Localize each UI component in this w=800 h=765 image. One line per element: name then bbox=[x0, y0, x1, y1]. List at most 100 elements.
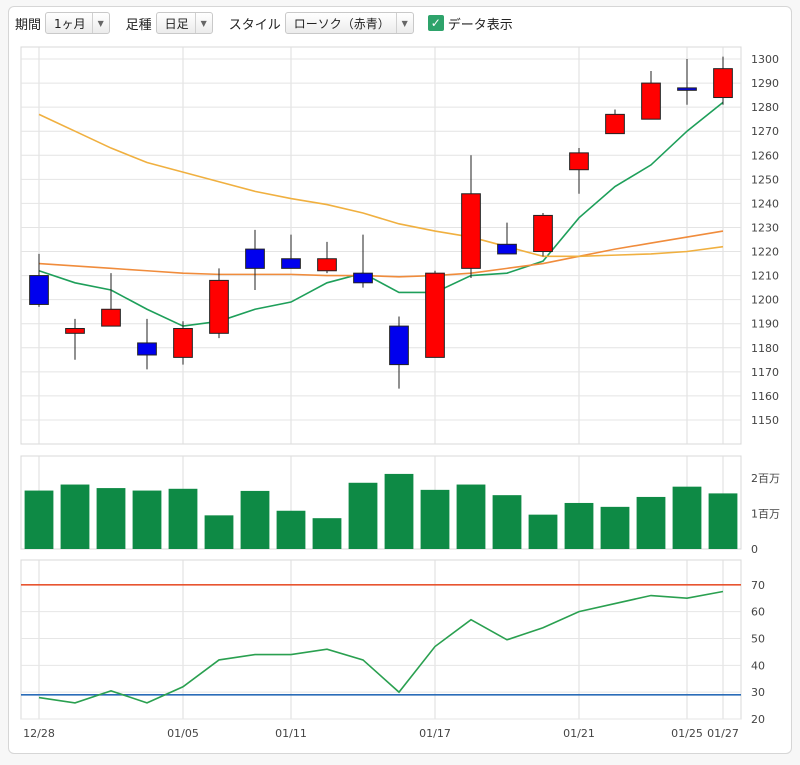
volume-bar bbox=[420, 489, 450, 549]
candle-body bbox=[713, 68, 733, 99]
price-tick-label: 1150 bbox=[751, 414, 779, 427]
candle-body bbox=[317, 258, 337, 272]
rsi-line bbox=[38, 590, 724, 704]
panel-border bbox=[20, 455, 742, 550]
price-tick-label: 1190 bbox=[751, 318, 779, 331]
candle-body bbox=[533, 214, 553, 253]
volume-bar bbox=[132, 490, 162, 549]
price-tick-label: 1290 bbox=[751, 77, 779, 90]
data-toggle-checkbox[interactable]: ✓ bbox=[427, 15, 444, 31]
price-tick-label: 1260 bbox=[751, 149, 779, 162]
volume-tick-label: 1百万 bbox=[751, 508, 780, 521]
ashi-select-value: 日足 bbox=[164, 16, 189, 31]
candle bbox=[353, 234, 373, 288]
candle-body bbox=[389, 325, 409, 366]
price-tick-label: 1280 bbox=[751, 101, 779, 114]
candle bbox=[173, 321, 193, 365]
rsi-tick-label: 50 bbox=[751, 632, 765, 645]
x-tick-label: 01/05 bbox=[167, 727, 199, 740]
candle-body bbox=[101, 308, 121, 327]
volume-bar bbox=[564, 502, 594, 549]
price-tick-label: 1270 bbox=[751, 125, 779, 138]
candle bbox=[65, 318, 85, 360]
rsi-tick-label: 60 bbox=[751, 606, 765, 619]
chart-canvas: 1150 1160 1170 1180 1190 1200 1210 1220 1230 1240… bbox=[20, 46, 780, 740]
rsi-panel: 20 30 40 50 60 70 bbox=[21, 579, 765, 726]
x-axis: 12/28 01/05 01/11 01/17 01/21 01/25 01/27 bbox=[23, 727, 739, 740]
candle bbox=[245, 229, 265, 291]
panel-grid bbox=[20, 46, 742, 720]
candle-body bbox=[65, 328, 85, 334]
candle bbox=[533, 213, 553, 257]
price-panel: 1150 1160 1170 1180 1190 1200 1210 1220 1230 1240… bbox=[21, 53, 779, 427]
moving-average-line bbox=[38, 113, 724, 258]
volume-bar bbox=[456, 484, 486, 549]
chevron-down-icon: ▼ bbox=[194, 13, 212, 33]
candle bbox=[605, 109, 625, 135]
style-select-value: ローソク（赤青） bbox=[293, 16, 390, 31]
chevron-down-icon: ▼ bbox=[91, 13, 109, 33]
volume-bar bbox=[60, 484, 90, 549]
candle bbox=[497, 222, 517, 255]
moving-average-line bbox=[38, 101, 724, 327]
candle bbox=[281, 234, 301, 269]
candle bbox=[137, 318, 157, 370]
toolbar: 期間 1ヶ月 ▼ 足種 日足 ▼ スタイル ローソク（赤青） ▼ ✓ データ表示 bbox=[9, 7, 791, 39]
volume-bar bbox=[708, 493, 738, 549]
price-tick-label: 1300 bbox=[751, 53, 779, 66]
candle bbox=[317, 241, 337, 274]
volume-bar bbox=[528, 514, 558, 549]
volume-bar bbox=[204, 515, 234, 549]
ashi-select[interactable]: 日足 ▼ bbox=[155, 12, 213, 34]
volume-bar bbox=[348, 482, 378, 549]
candle-body bbox=[281, 258, 301, 269]
rsi-tick-label: 40 bbox=[751, 659, 765, 672]
style-select[interactable]: ローソク（赤青） ▼ bbox=[284, 12, 414, 34]
candle bbox=[425, 270, 445, 358]
candle bbox=[569, 148, 589, 194]
volume-tick-label: 0 bbox=[751, 543, 758, 556]
volume-bar bbox=[96, 488, 126, 549]
candle-body bbox=[209, 279, 229, 334]
candle bbox=[677, 59, 697, 105]
chevron-down-icon: ▼ bbox=[395, 13, 413, 33]
volume-bar bbox=[312, 518, 342, 549]
data-toggle-label[interactable]: データ表示 bbox=[447, 17, 513, 33]
volume-panel: 0 1百万 2百万 bbox=[24, 472, 780, 556]
x-tick-label: 12/28 bbox=[23, 727, 55, 740]
candle bbox=[461, 155, 481, 278]
candle-body bbox=[605, 113, 625, 135]
period-select[interactable]: 1ヶ月 ▼ bbox=[45, 12, 110, 34]
volume-bar bbox=[276, 510, 306, 549]
period-select-value: 1ヶ月 bbox=[54, 16, 86, 31]
check-icon: ✓ bbox=[430, 16, 441, 30]
x-tick-label: 01/21 bbox=[563, 727, 595, 740]
rsi-tick-label: 20 bbox=[751, 713, 765, 726]
candle-body bbox=[245, 248, 265, 269]
candle-body bbox=[569, 152, 589, 171]
volume-bar bbox=[636, 496, 666, 549]
candle-body bbox=[29, 275, 49, 305]
chart-widget: 期間 1ヶ月 ▼ 足種 日足 ▼ スタイル ローソク（赤青） ▼ ✓ データ表示… bbox=[8, 6, 792, 754]
x-tick-label: 01/11 bbox=[275, 727, 307, 740]
style-label: スタイル bbox=[228, 17, 281, 33]
candle bbox=[389, 316, 409, 389]
candle-body bbox=[353, 272, 373, 284]
rsi-tick-label: 70 bbox=[751, 579, 765, 592]
rsi-tick-label: 30 bbox=[751, 686, 765, 699]
volume-bar bbox=[600, 506, 630, 549]
panel-border bbox=[20, 46, 742, 445]
candle-body bbox=[137, 342, 157, 356]
moving-average-line bbox=[38, 230, 724, 278]
price-tick-label: 1160 bbox=[751, 390, 779, 403]
price-tick-label: 1230 bbox=[751, 221, 779, 234]
x-tick-label: 01/25 bbox=[671, 727, 703, 740]
price-tick-label: 1240 bbox=[751, 197, 779, 210]
volume-bar bbox=[168, 488, 198, 549]
price-tick-label: 1200 bbox=[751, 294, 779, 307]
price-tick-label: 1170 bbox=[751, 366, 779, 379]
candle bbox=[641, 71, 661, 120]
candle-body bbox=[497, 243, 517, 255]
volume-bar bbox=[384, 473, 414, 549]
x-tick-label: 01/17 bbox=[419, 727, 451, 740]
